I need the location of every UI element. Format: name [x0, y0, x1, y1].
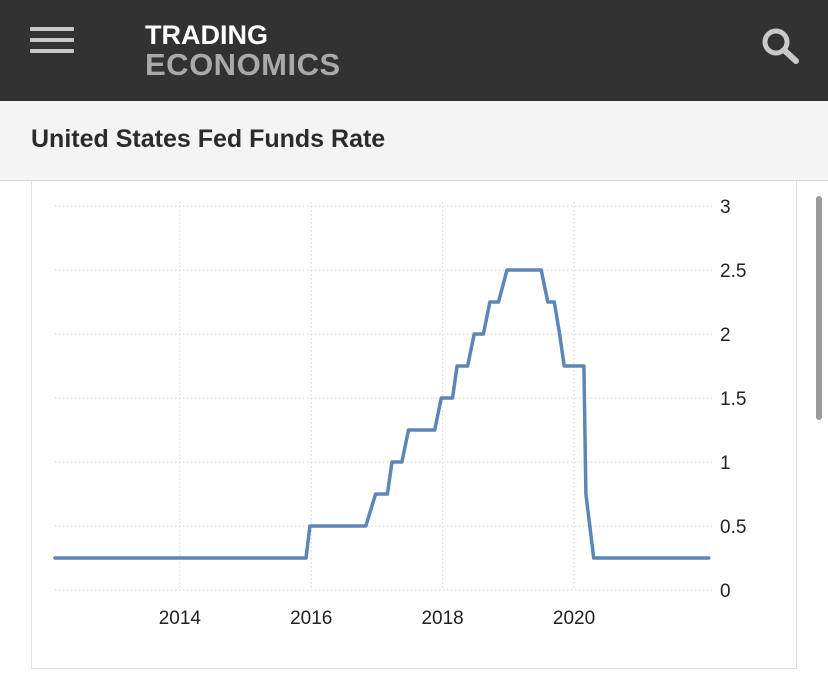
y-tick-label: 2.5 — [720, 261, 746, 282]
x-tick-label: 2020 — [553, 608, 595, 629]
x-tick-label: 2016 — [290, 608, 332, 629]
logo-line-trading: TRADING — [145, 20, 268, 50]
scrollbar-thumb[interactable] — [816, 196, 822, 420]
x-tick-label: 2014 — [159, 608, 202, 629]
search-icon[interactable] — [760, 26, 802, 66]
title-bar — [0, 101, 828, 181]
y-tick-label: 1 — [720, 453, 731, 474]
y-tick-label: 2 — [720, 325, 731, 346]
y-tick-label: 3 — [720, 197, 731, 218]
top-navigation-bar: TRADING ECONOMICS — [0, 0, 828, 101]
hamburger-menu-icon[interactable] — [30, 25, 74, 55]
y-tick-label: 1.5 — [720, 389, 746, 410]
y-tick-label: 0.5 — [720, 517, 746, 538]
logo-line-economics: ECONOMICS — [145, 47, 341, 82]
fed-funds-rate-chart: 0 0.5 1 1.5 2 2.5 3 2014 2016 2018 2020 — [53, 197, 746, 629]
fed-funds-rate-line — [53, 268, 711, 560]
x-tick-label: 2018 — [421, 608, 463, 629]
y-tick-label: 0 — [720, 581, 731, 602]
page-title: United States Fed Funds Rate — [31, 125, 386, 153]
chart-panel: 0 0.5 1 1.5 2 2.5 3 2014 2016 2018 2020 — [31, 181, 797, 669]
trading-economics-logo[interactable]: TRADING ECONOMICS — [145, 20, 341, 82]
